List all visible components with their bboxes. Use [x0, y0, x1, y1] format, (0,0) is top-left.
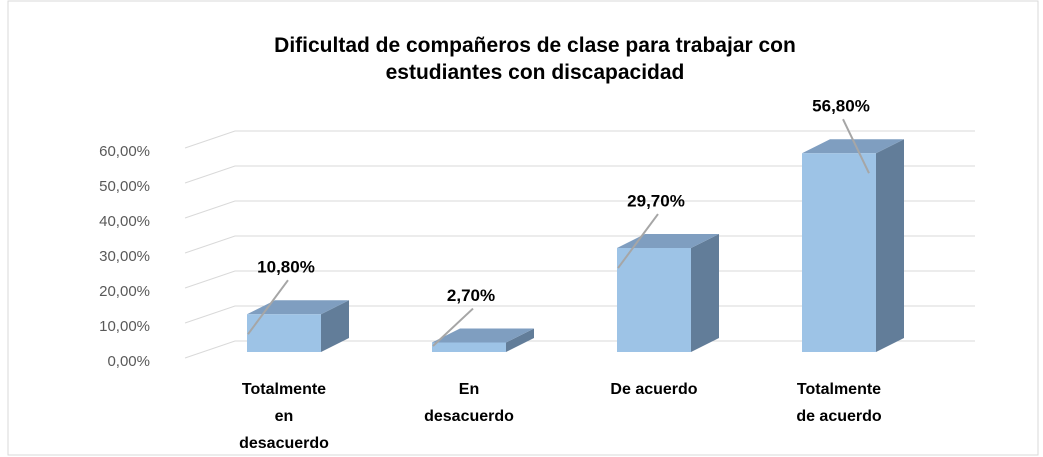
bar	[802, 139, 904, 352]
grid-line	[184, 340, 975, 359]
chart-title: Dificultad de compañeros de clase para t…	[274, 34, 796, 84]
bar-face	[321, 300, 349, 352]
bar-face	[691, 234, 719, 352]
grid-line	[184, 200, 975, 219]
leader-line	[247, 279, 289, 335]
bar-face	[802, 153, 876, 352]
grid-line	[184, 235, 975, 254]
x-tick-label: De acuerdo	[610, 381, 697, 398]
bar-face	[247, 300, 349, 315]
x-tick-label: En desacuerdo	[424, 381, 514, 425]
bar-face	[432, 328, 534, 343]
leader-line	[617, 213, 659, 269]
bar-face	[802, 139, 904, 154]
data-label: 10,80%	[257, 258, 315, 277]
bar	[432, 328, 534, 352]
grid-line	[184, 165, 975, 184]
x-tick-label: Totalmente de acuerdo	[796, 381, 882, 425]
bar-face	[876, 139, 904, 352]
bar-face	[617, 248, 691, 352]
y-tick-label: 20,00%	[99, 283, 150, 300]
grid-line	[184, 130, 975, 149]
x-tick-label: Totalmente en desacuerdo	[239, 381, 329, 452]
bar	[247, 300, 349, 352]
data-label: 29,70%	[627, 192, 685, 211]
y-tick-label: 40,00%	[99, 213, 150, 230]
bar-face	[617, 234, 719, 249]
y-tick-label: 30,00%	[99, 248, 150, 265]
grid-line	[184, 270, 975, 289]
y-tick-label: 0,00%	[107, 353, 150, 370]
data-label: 2,70%	[447, 286, 495, 305]
y-tick-label: 50,00%	[99, 178, 150, 195]
data-label: 56,80%	[812, 97, 870, 116]
bar-face	[506, 328, 534, 352]
leader-line	[842, 118, 870, 174]
leader-line	[432, 307, 474, 347]
bar-face	[432, 342, 506, 352]
grid-line	[184, 305, 975, 324]
bar	[617, 234, 719, 352]
bar-face	[247, 314, 321, 352]
y-tick-label: 60,00%	[99, 143, 150, 160]
y-tick-label: 10,00%	[99, 318, 150, 335]
